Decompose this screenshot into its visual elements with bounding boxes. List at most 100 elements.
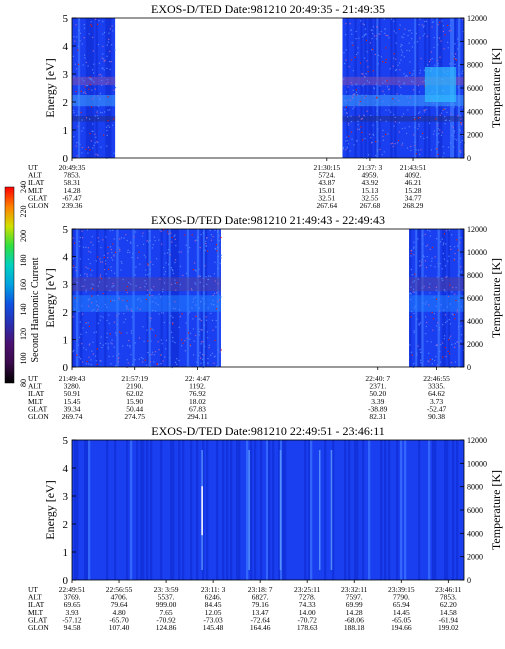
spectrogram-speck [152, 243, 154, 246]
spectrogram-speck [457, 274, 459, 276]
spectrogram-speck [449, 303, 451, 305]
spectrogram-speck [434, 64, 436, 66]
spectrogram-speck [448, 30, 450, 32]
spectrogram-speck [424, 303, 427, 305]
spectrogram-speck [178, 251, 180, 253]
spectrogram-speck [440, 112, 443, 114]
spectrogram-speck [345, 59, 347, 61]
spectrogram-speck [99, 276, 101, 278]
spectrogram-speck [436, 59, 439, 62]
spectrogram-speck [410, 268, 413, 271]
spectrogram-speck [459, 129, 461, 131]
spectrogram-speck [142, 358, 144, 360]
spectrogram-column [107, 18, 110, 158]
spectrogram-speck [219, 351, 221, 353]
spectrogram-speck [103, 256, 105, 259]
spectrogram-speck [203, 285, 205, 287]
spectrogram-speck [207, 337, 209, 339]
spectrogram-speck [82, 246, 85, 248]
table-cell: 65.94 [393, 600, 410, 609]
spectrogram-speck [85, 148, 87, 150]
spectrogram-speck [385, 47, 387, 49]
table-cell: 1192. [189, 382, 206, 391]
spectrogram-speck [435, 298, 438, 300]
spectrogram-speck [343, 52, 345, 54]
spectrogram-column [362, 440, 365, 580]
y-right-tick-label: 6000 [467, 84, 483, 93]
spectrogram-speck [88, 298, 90, 300]
spectrogram-speck [412, 81, 414, 83]
spectrogram-speck [423, 285, 425, 287]
spectrogram-column [348, 440, 351, 580]
spectrogram-speck [453, 135, 455, 137]
table-cell: 76.92 [189, 389, 206, 398]
spectrogram-speck [444, 123, 446, 125]
spectrogram-speck [377, 128, 379, 130]
spectrogram-speck [97, 306, 100, 308]
spectrogram-speck [110, 248, 113, 251]
spectrogram-speck [109, 50, 111, 53]
spectrogram-speck [406, 75, 409, 77]
spectrogram-speck [422, 35, 424, 37]
spectrogram-speck [443, 338, 445, 340]
spectrogram-speck [379, 33, 381, 35]
spectrogram-speck [215, 319, 217, 322]
spectrogram-speck [90, 106, 93, 108]
spectrogram-speck [429, 235, 431, 237]
spectrogram-speck [442, 279, 444, 281]
spectrogram-speck [86, 84, 89, 87]
spectrogram-column [368, 18, 371, 158]
spectrogram-speck [194, 282, 196, 284]
spectrogram-speck [217, 349, 219, 351]
spectrogram-column [170, 440, 173, 580]
y-right-tick-label: 4000 [467, 317, 483, 326]
spectrogram-speck [99, 98, 101, 100]
spectrogram-speck [162, 360, 164, 362]
spectrogram-speck [181, 345, 183, 347]
spectrogram-speck [149, 272, 151, 274]
spectrogram-speck [203, 324, 206, 326]
spectrogram-speck [401, 51, 404, 53]
spectrogram-speck [133, 236, 135, 238]
table-cell: 22:56:55 [106, 585, 133, 594]
spectrogram-speck [193, 340, 195, 342]
spectrogram-speck [131, 310, 133, 312]
table-cell: 267.68 [360, 201, 381, 210]
spectrogram-speck [110, 363, 112, 365]
spectrogram-speck [138, 297, 140, 300]
spectrogram-speck [86, 360, 88, 363]
spectrogram-speck [156, 363, 158, 365]
spectrogram-speck [106, 332, 108, 334]
spectrogram-speck [150, 261, 152, 263]
spectrogram-speck [441, 342, 444, 344]
spectrogram-speck [392, 145, 394, 148]
spectrogram-speck [401, 44, 403, 46]
spectrogram-speck [404, 127, 406, 129]
spectrogram-speck [363, 83, 366, 85]
spectrogram-speck [371, 141, 373, 143]
spectrogram-speck [419, 72, 421, 74]
spectrogram-speck [152, 301, 154, 303]
spectrogram-speck [155, 302, 157, 304]
spectrogram-speck [395, 69, 397, 72]
spectrogram-speck [361, 118, 363, 120]
spectrogram-speck [171, 236, 173, 239]
spectrogram-speck [349, 150, 351, 152]
spectrogram-speck [174, 279, 176, 281]
spectrogram-speck [361, 104, 363, 106]
spectrogram-speck [418, 91, 420, 93]
spectrogram-speck [218, 235, 220, 237]
spectrogram-speck [92, 123, 94, 125]
spectrogram-speck [380, 56, 382, 58]
spectrogram-speck [126, 239, 128, 242]
spectrogram-column [354, 18, 357, 158]
table-row-label: GLAT [28, 193, 48, 202]
spectrogram-speck [98, 19, 100, 22]
spectrogram-speck [187, 332, 190, 334]
spectrogram-speck [160, 296, 162, 298]
spectrogram-column [380, 440, 383, 580]
spectrogram-speck [210, 239, 213, 241]
table-cell: -65.05 [392, 615, 412, 624]
spectrogram-speck [444, 34, 446, 36]
spectrogram-speck [429, 248, 431, 250]
